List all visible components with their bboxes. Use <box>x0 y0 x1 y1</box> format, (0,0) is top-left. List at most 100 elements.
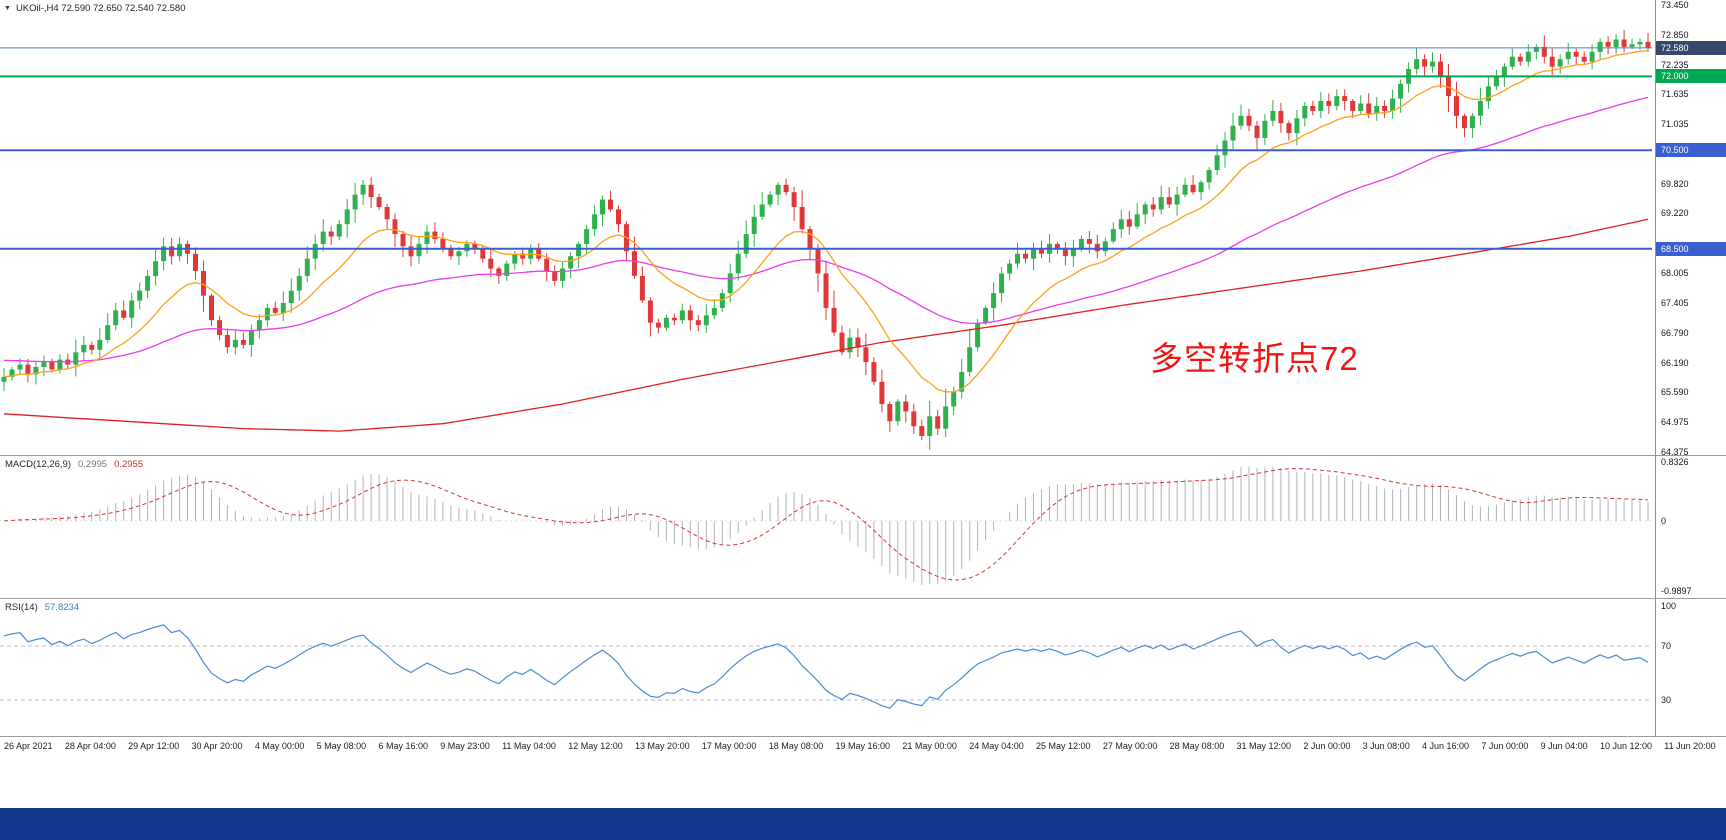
time-axis[interactable]: 26 Apr 2021 28 Apr 04:00 29 Apr 12:00 30 Ap… <box>0 737 1726 757</box>
price-chart-plot[interactable] <box>0 0 1726 455</box>
candle <box>1134 214 1140 227</box>
candle <box>384 207 390 220</box>
candle <box>847 337 853 353</box>
rsi-value: 57.8234 <box>44 602 80 613</box>
rsi-line[interactable] <box>3 624 1649 709</box>
candle <box>560 268 566 281</box>
candle <box>360 184 366 195</box>
candle <box>1015 253 1020 264</box>
candle <box>137 290 143 301</box>
macd-main-value: 0.2995 <box>78 459 108 470</box>
panel-separator[interactable] <box>0 455 1726 456</box>
ma-slow-line[interactable] <box>3 218 1649 432</box>
panel-separator[interactable] <box>0 598 1726 599</box>
candle <box>911 411 917 427</box>
candle <box>1382 106 1388 111</box>
time-label: 27 May 00:00 <box>1102 741 1158 751</box>
time-label: 4 Jun 16:00 <box>1421 741 1470 751</box>
candle <box>201 271 206 296</box>
candle <box>49 362 55 370</box>
quick-trade-arrow-icon[interactable]: ▼ <box>4 5 11 12</box>
candle <box>336 224 342 237</box>
candle <box>703 315 709 326</box>
time-label: 7 Jun 00:00 <box>1481 741 1529 751</box>
candle <box>1581 56 1587 62</box>
candle <box>1398 83 1404 99</box>
candle <box>887 404 893 422</box>
candle <box>41 362 47 367</box>
ma-mid-line[interactable] <box>3 96 1649 363</box>
candle <box>536 248 542 259</box>
rsi-label: RSI(14) 57.8234 <box>5 602 79 613</box>
time-label: 30 Apr 20:00 <box>191 741 243 751</box>
candle <box>695 320 701 326</box>
macd-indicator-name: MACD(12,26,9) <box>5 459 71 470</box>
candle <box>1102 241 1108 252</box>
time-label: 19 May 16:00 <box>835 741 891 751</box>
candle <box>1390 98 1396 111</box>
symbol-ohlc-label: UKOil-,H4 72.590 72.650 72.540 72.580 <box>15 3 186 14</box>
candle <box>1374 106 1380 114</box>
time-label: 29 Apr 12:00 <box>128 741 180 751</box>
candle <box>1613 39 1619 47</box>
candle <box>9 369 15 377</box>
candle <box>1310 106 1316 111</box>
candle <box>440 239 446 249</box>
candle <box>855 337 861 348</box>
candle <box>1054 243 1060 249</box>
candle <box>1 376 7 382</box>
rsi-axis: 100 70 30 <box>1659 599 1725 736</box>
chart-annotation: 多空转折点72 <box>1150 340 1359 377</box>
price-tick: 73.450 <box>1661 0 1689 10</box>
candle <box>17 364 23 370</box>
candle <box>352 194 358 210</box>
price-tick: 64.375 <box>1661 447 1689 457</box>
time-label: 2 Jun 00:00 <box>1303 741 1351 751</box>
candle <box>839 332 845 353</box>
price-tick: 65.590 <box>1661 387 1689 397</box>
candle <box>1118 219 1124 230</box>
candle <box>248 330 254 345</box>
macd-plot[interactable] <box>0 456 1726 598</box>
candle <box>1629 44 1635 47</box>
candle <box>1286 123 1292 134</box>
candle <box>392 219 398 235</box>
price-axis: 73.450 72.850 72.235 71.635 71.035 69.820 69.2… <box>1659 0 1725 457</box>
candle <box>1541 46 1547 57</box>
candle <box>376 197 382 207</box>
candle <box>1350 101 1356 111</box>
candle <box>791 192 797 207</box>
candle <box>975 322 981 348</box>
candle <box>121 310 127 318</box>
candle <box>472 243 478 249</box>
panel-separator <box>0 736 1726 737</box>
candle <box>1414 59 1420 70</box>
candle <box>240 339 246 345</box>
candle <box>1326 101 1332 106</box>
candle <box>1246 115 1252 126</box>
rsi-indicator-name: RSI(14) <box>5 602 38 613</box>
level-68-500-price-box: 68.500 <box>1656 242 1726 256</box>
candle <box>232 339 238 348</box>
candle <box>25 364 31 375</box>
price-tick: 69.220 <box>1661 208 1689 218</box>
macd-histogram <box>11 466 1649 585</box>
candle <box>1509 56 1515 67</box>
candle <box>1031 248 1036 259</box>
macd-signal-line[interactable] <box>3 468 1649 581</box>
rsi-plot[interactable] <box>0 599 1726 736</box>
time-label: 25 May 12:00 <box>1036 741 1091 751</box>
candle <box>488 258 494 269</box>
candle <box>1094 243 1100 252</box>
candle <box>73 352 79 365</box>
price-tick: 69.820 <box>1661 179 1689 189</box>
candle <box>1438 61 1443 77</box>
candle <box>1070 248 1076 257</box>
candle <box>1605 41 1611 47</box>
candle <box>767 194 773 205</box>
time-label: 9 Jun 04:00 <box>1540 741 1588 751</box>
candle <box>1485 86 1491 102</box>
candle <box>193 253 198 271</box>
candle <box>1158 197 1164 210</box>
candle <box>608 199 613 210</box>
